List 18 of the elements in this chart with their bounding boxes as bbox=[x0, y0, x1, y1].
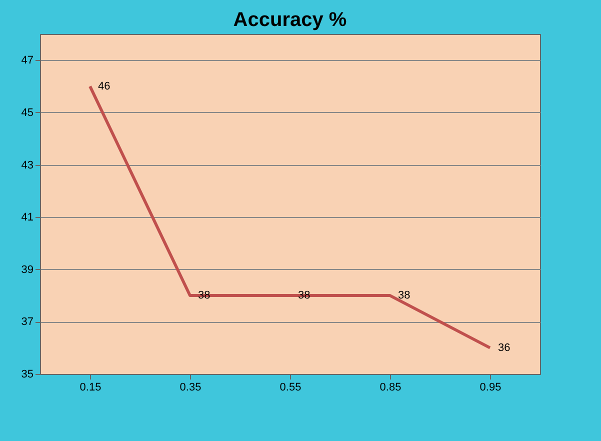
data-label: 38 bbox=[298, 290, 310, 302]
y-tick-label: 47 bbox=[21, 54, 34, 67]
y-tick-label: 35 bbox=[21, 368, 34, 380]
x-tick-label: 0.85 bbox=[380, 382, 402, 394]
y-tick-label: 43 bbox=[21, 159, 34, 172]
x-tick-label: 0.15 bbox=[80, 382, 102, 394]
data-label: 36 bbox=[498, 342, 510, 354]
chart-title: Accuracy % bbox=[233, 9, 347, 31]
x-tick-label: 0.35 bbox=[180, 382, 202, 394]
y-tick-label: 39 bbox=[21, 264, 34, 276]
y-tick-label: 45 bbox=[21, 106, 34, 119]
x-tick-label: 0.55 bbox=[280, 382, 302, 394]
data-label: 38 bbox=[398, 290, 410, 302]
data-label: 38 bbox=[198, 290, 210, 302]
data-label: 46 bbox=[98, 80, 110, 92]
y-tick-label: 41 bbox=[21, 212, 34, 224]
y-tick-label: 37 bbox=[21, 316, 34, 328]
x-tick-label: 0.95 bbox=[480, 382, 502, 394]
